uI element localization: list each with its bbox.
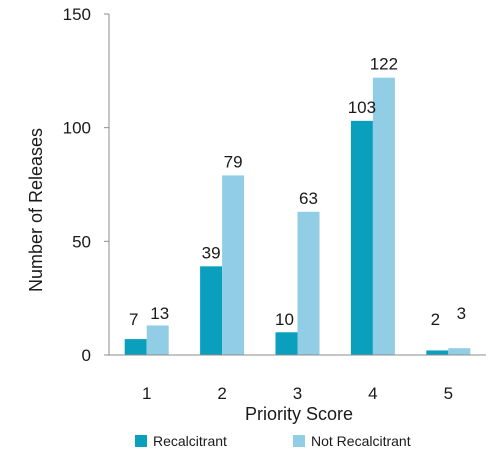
x-axis-title: Priority Score <box>245 404 353 424</box>
bar-recalcitrant <box>350 120 373 355</box>
data-label: 39 <box>202 243 221 262</box>
data-label: 13 <box>150 304 169 323</box>
data-label: 3 <box>457 304 466 323</box>
x-tick-label: 1 <box>142 384 151 403</box>
y-tick-label: 0 <box>82 346 91 365</box>
data-label: 122 <box>370 55 398 74</box>
bar-not-recalcitrant <box>146 325 169 355</box>
data-label: 2 <box>431 310 440 329</box>
bar-recalcitrant <box>200 266 223 355</box>
data-label: 103 <box>348 98 376 117</box>
y-tick-label: 150 <box>63 5 91 24</box>
data-label: 10 <box>275 310 294 329</box>
bar-recalcitrant <box>426 350 449 355</box>
x-tick-label: 5 <box>444 384 453 403</box>
bar-recalcitrant <box>275 332 298 355</box>
x-tick-label: 2 <box>217 384 226 403</box>
data-label: 7 <box>129 310 138 329</box>
bar-not-recalcitrant <box>297 211 320 355</box>
bar-not-recalcitrant <box>372 77 395 356</box>
x-tick-label: 3 <box>293 384 302 403</box>
y-axis-title: Number of Releases <box>26 128 46 292</box>
bars-group <box>124 77 471 356</box>
legend-swatch <box>135 435 147 447</box>
bar-not-recalcitrant <box>448 348 471 355</box>
legend: Recalcitrant Not Recalcitrant <box>135 433 411 449</box>
data-label: 79 <box>224 152 243 171</box>
data-labels-group: 7 13 39 79 10 63 103 122 2 3 <box>129 55 466 329</box>
legend-label: Not Recalcitrant <box>311 433 411 449</box>
data-label: 63 <box>299 189 318 208</box>
bar-not-recalcitrant <box>222 175 245 355</box>
x-ticks-group: 1 2 3 4 5 <box>142 384 453 403</box>
y-tick-label: 50 <box>72 232 91 251</box>
y-ticks-group: 0 50 100 150 <box>63 5 109 365</box>
legend-label: Recalcitrant <box>153 433 227 449</box>
y-tick-label: 100 <box>63 119 91 138</box>
legend-swatch <box>293 435 305 447</box>
x-tick-label: 4 <box>368 384 377 403</box>
bar-recalcitrant <box>124 339 147 355</box>
